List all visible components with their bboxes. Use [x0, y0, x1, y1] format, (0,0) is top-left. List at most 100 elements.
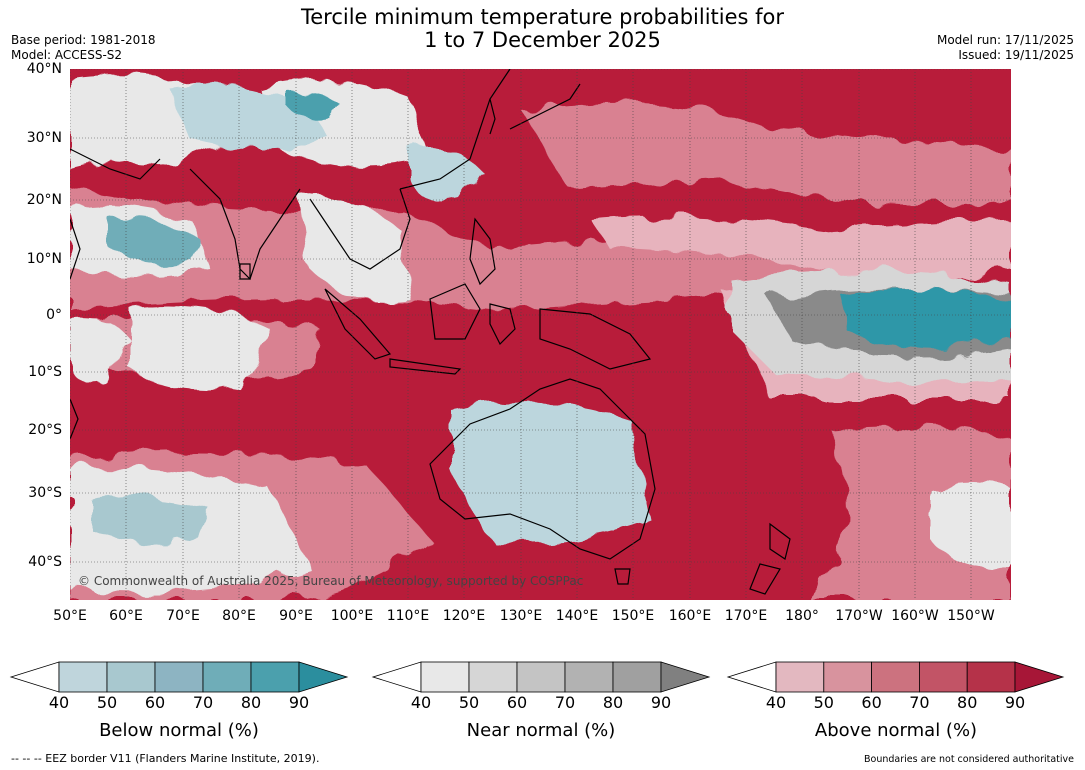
title-line-2: 1 to 7 December 2025: [424, 28, 661, 52]
near-indochina: [300, 197, 410, 301]
lon-label: 140°E: [555, 608, 599, 624]
colorbar-segment: [250, 661, 300, 693]
colorbar-segment: [106, 661, 156, 693]
lat-label: 20°S: [28, 422, 62, 438]
meta-right: Model run: 17/11/2025 Issued: 19/11/2025: [937, 33, 1074, 63]
lat-label: 30°S: [28, 485, 62, 501]
colorbar-tick-label: 80: [240, 693, 262, 712]
lat-label: 40°S: [28, 554, 62, 570]
philippines-coast: [469, 217, 496, 286]
below-southern-ocean: [90, 495, 210, 543]
colorbar-high-extend: [660, 661, 711, 693]
colorbar-segment: [58, 661, 108, 693]
colorbar-2: [726, 661, 1065, 693]
colorbar-tick-label: 90: [650, 693, 672, 712]
lon-label: 120°E: [442, 608, 486, 624]
colorbar-tick-label: 90: [1004, 693, 1026, 712]
lon-label: 160°W: [891, 608, 939, 624]
colorbar-tick-label: 50: [458, 693, 480, 712]
china-coast: [399, 69, 511, 190]
indochina-coast: [309, 188, 411, 270]
colorbar-tick-label: 80: [602, 693, 624, 712]
below-normal-label: Below normal (%): [99, 720, 259, 741]
colorbar-0: [9, 661, 349, 693]
colorbar-segment: [775, 661, 825, 693]
new-zealand-north: [769, 522, 791, 560]
colorbar-segment: [154, 661, 204, 693]
lon-label: 90°E: [279, 608, 313, 624]
lat-label: 40°N: [26, 61, 62, 77]
colorbar-tick-label: 40: [410, 693, 432, 712]
coastlines: [70, 69, 791, 595]
lon-label: 160°E: [668, 608, 712, 624]
australia-coast: [429, 378, 656, 560]
title-line-1: Tercile minimum temperature probabilitie…: [300, 5, 785, 29]
india-coast: [189, 168, 301, 281]
lon-label: 50°E: [53, 608, 87, 624]
lat-label: 10°S: [28, 364, 62, 380]
model-run: Model run: 17/11/2025: [936, 33, 1074, 47]
colorbar-tick-label: 60: [144, 693, 166, 712]
above-pale-north-pacific: [590, 215, 1011, 277]
colorbar-tick-label: 70: [909, 693, 930, 712]
colorbar-high-extend: [1014, 661, 1065, 693]
issued-date: Issued: 19/11/2025: [958, 48, 1074, 62]
colorbar-segment: [564, 661, 614, 693]
colorbar-segment: [919, 661, 968, 693]
below-india: [110, 216, 200, 263]
colorbar-tick-label: 40: [765, 693, 787, 712]
near-west-indian: [70, 318, 130, 383]
madagascar-coast: [70, 398, 79, 440]
lon-label: 130°E: [499, 608, 543, 624]
borneo-coast: [429, 283, 481, 340]
base-period: Base period: 1981-2018: [11, 33, 156, 47]
lat-label: 10°N: [26, 251, 62, 267]
lon-label: 70°E: [166, 608, 200, 624]
probability-shading: [70, 75, 1011, 600]
below-tibet-core: [290, 92, 340, 121]
colorbar-tick-label: 80: [957, 693, 978, 712]
lon-label: 170°E: [724, 608, 768, 624]
sulawesi-coast: [489, 303, 516, 346]
meta-left: Base period: 1981-2018 Model: ACCESS-S2: [11, 33, 156, 63]
boundaries-disclaimer: Boundaries are not considered authoritat…: [864, 754, 1074, 765]
colorbar-tick-label: 50: [96, 693, 118, 712]
colorbar-low-extend: [9, 661, 60, 693]
japan-coast: [509, 83, 581, 130]
colorbar-tick-label: 90: [288, 693, 310, 712]
lat-label: 20°N: [26, 192, 62, 208]
colorbars: [9, 661, 1065, 693]
model-name: Model: ACCESS-S2: [11, 48, 123, 62]
near-indian-ocean: [130, 306, 270, 392]
new-zealand-south: [749, 563, 781, 595]
africa-coast: [70, 218, 81, 280]
lon-label: 150°W: [947, 608, 995, 624]
colorbar-1: [371, 661, 711, 693]
eez-footnote: -- -- -- EEZ border V11 (Flanders Marine…: [11, 752, 320, 765]
colorbar-tick-label: 40: [48, 693, 70, 712]
lon-label: 60°E: [109, 608, 143, 624]
sri-lanka-coast: [239, 263, 251, 280]
graticule: [70, 69, 1011, 600]
colorbar-segment: [871, 661, 920, 693]
colorbar-segment: [420, 661, 470, 693]
korea-coast: [489, 98, 496, 135]
colorbar-tick-label: 60: [506, 693, 528, 712]
above-light-pacific-n: [520, 102, 1011, 206]
colorbar-segment: [202, 661, 252, 693]
lon-label: 170°W: [835, 608, 883, 624]
lat-label: 0°: [46, 307, 62, 323]
above-normal-label: Above normal (%): [814, 720, 978, 741]
colorbar-tick-label: 60: [861, 693, 882, 712]
colorbar-segment: [468, 661, 518, 693]
colorbar-segment: [823, 661, 872, 693]
lon-label: 150°E: [611, 608, 655, 624]
tasmania-coast: [614, 568, 631, 585]
colorbar-high-extend: [298, 661, 349, 693]
lat-label: 30°N: [26, 130, 62, 146]
copyright-text: © Commonwealth of Australia 2025, Bureau…: [78, 574, 583, 588]
new-guinea-coast: [539, 308, 652, 370]
lon-label: 110°E: [386, 608, 430, 624]
lon-label: 180°: [785, 608, 819, 624]
lon-label: 80°E: [222, 608, 256, 624]
